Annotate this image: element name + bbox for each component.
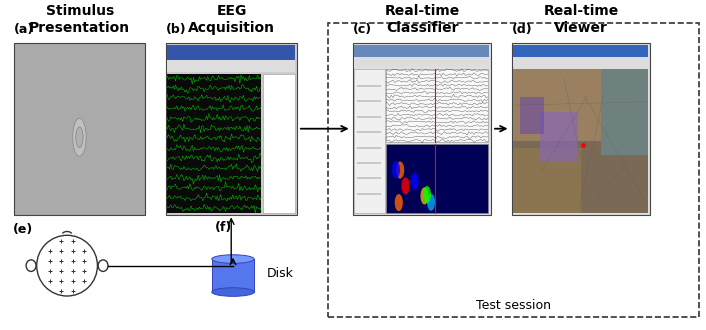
Bar: [512, 43, 650, 214]
Bar: [513, 45, 648, 57]
Text: (d): (d): [512, 23, 532, 36]
Bar: [166, 43, 297, 214]
Bar: [354, 69, 385, 213]
Ellipse shape: [411, 173, 419, 190]
Bar: [386, 144, 488, 213]
Text: Real-time
Viewer: Real-time Viewer: [544, 4, 618, 35]
Bar: [328, 23, 699, 317]
Bar: [353, 43, 491, 214]
Ellipse shape: [427, 194, 435, 211]
Text: (e): (e): [13, 223, 33, 236]
Ellipse shape: [396, 161, 405, 179]
Ellipse shape: [212, 288, 254, 296]
Text: Real-time
Classifier: Real-time Classifier: [385, 4, 460, 35]
Bar: [513, 148, 580, 213]
Ellipse shape: [395, 194, 403, 211]
Bar: [354, 45, 489, 57]
Bar: [386, 69, 488, 143]
Bar: [167, 60, 295, 72]
Ellipse shape: [423, 186, 431, 203]
Bar: [167, 74, 261, 213]
Ellipse shape: [421, 187, 429, 205]
Bar: [601, 69, 648, 155]
Bar: [263, 74, 295, 213]
Ellipse shape: [98, 260, 108, 271]
Text: Stimulus
Presentation: Stimulus Presentation: [29, 4, 131, 35]
Bar: [513, 57, 648, 67]
Text: (c): (c): [353, 23, 372, 36]
Ellipse shape: [73, 118, 86, 156]
Bar: [520, 97, 544, 134]
Ellipse shape: [37, 235, 97, 296]
Text: (f): (f): [215, 221, 232, 234]
Ellipse shape: [26, 260, 36, 271]
Text: Test session: Test session: [477, 299, 551, 312]
Text: Disk: Disk: [267, 267, 294, 280]
Text: EEG
Acquisition: EEG Acquisition: [188, 4, 275, 35]
Ellipse shape: [76, 127, 83, 148]
Text: (b): (b): [166, 23, 186, 36]
Text: (a): (a): [14, 23, 35, 36]
Ellipse shape: [212, 255, 254, 263]
Ellipse shape: [392, 161, 400, 178]
Bar: [513, 69, 648, 213]
Bar: [212, 259, 254, 292]
Ellipse shape: [402, 177, 409, 194]
Bar: [513, 69, 601, 141]
Bar: [167, 45, 295, 60]
Bar: [354, 57, 489, 67]
Bar: [14, 43, 145, 214]
Bar: [540, 112, 578, 162]
